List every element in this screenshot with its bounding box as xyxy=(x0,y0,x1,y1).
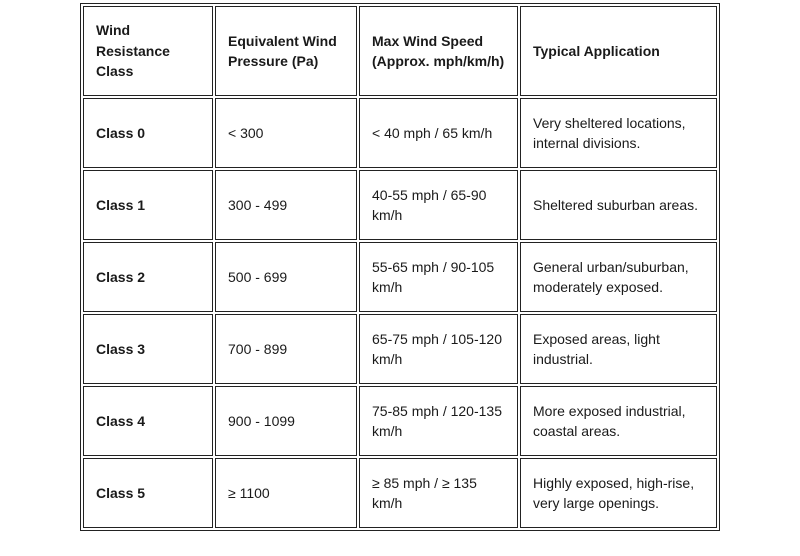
class-cell: Class 0 xyxy=(83,98,213,168)
application-cell: Sheltered suburban areas. xyxy=(520,170,717,240)
pressure-cell: 500 - 699 xyxy=(215,242,357,312)
header-wind-resistance-class: Wind Resistance Class xyxy=(83,6,213,96)
header-typical-application: Typical Application xyxy=(520,6,717,96)
wind-speed-cell: 75-85 mph / 120-135 km/h xyxy=(359,386,518,456)
wind-speed-cell: 65-75 mph / 105-120 km/h xyxy=(359,314,518,384)
table-row: Class 2 500 - 699 55-65 mph / 90-105 km/h G… xyxy=(83,242,717,312)
pressure-cell: 900 - 1099 xyxy=(215,386,357,456)
table-row: Class 0 < 300 < 40 mph / 65 km/h Very shelt… xyxy=(83,98,717,168)
table-row: Class 5 ≥ 1100 ≥ 85 mph / ≥ 135 km/h Highly… xyxy=(83,458,717,528)
pressure-cell: < 300 xyxy=(215,98,357,168)
header-row: Wind Resistance Class Equivalent Wind Pr… xyxy=(83,6,717,96)
class-cell: Class 5 xyxy=(83,458,213,528)
wind-resistance-table: Wind Resistance Class Equivalent Wind Pr… xyxy=(80,3,720,531)
application-cell: Exposed areas, light industrial. xyxy=(520,314,717,384)
class-cell: Class 1 xyxy=(83,170,213,240)
table-row: Class 4 900 - 1099 75-85 mph / 120-135 km/… xyxy=(83,386,717,456)
header-max-wind-speed: Max Wind Speed (Approx. mph/km/h) xyxy=(359,6,518,96)
class-cell: Class 3 xyxy=(83,314,213,384)
application-cell: General urban/suburban, moderately expos… xyxy=(520,242,717,312)
wind-speed-cell: 55-65 mph / 90-105 km/h xyxy=(359,242,518,312)
application-cell: Very sheltered locations, internal divis… xyxy=(520,98,717,168)
table-row: Class 1 300 - 499 40-55 mph / 65-90 km/h Sh… xyxy=(83,170,717,240)
wind-speed-cell: 40-55 mph / 65-90 km/h xyxy=(359,170,518,240)
application-cell: Highly exposed, high-rise, very large op… xyxy=(520,458,717,528)
header-wind-pressure: Equivalent Wind Pressure (Pa) xyxy=(215,6,357,96)
application-cell: More exposed industrial, coastal areas. xyxy=(520,386,717,456)
pressure-cell: ≥ 1100 xyxy=(215,458,357,528)
wind-speed-cell: ≥ 85 mph / ≥ 135 km/h xyxy=(359,458,518,528)
class-cell: Class 4 xyxy=(83,386,213,456)
wind-speed-cell: < 40 mph / 65 km/h xyxy=(359,98,518,168)
pressure-cell: 300 - 499 xyxy=(215,170,357,240)
pressure-cell: 700 - 899 xyxy=(215,314,357,384)
table-row: Class 3 700 - 899 65-75 mph / 105-120 km/h… xyxy=(83,314,717,384)
class-cell: Class 2 xyxy=(83,242,213,312)
